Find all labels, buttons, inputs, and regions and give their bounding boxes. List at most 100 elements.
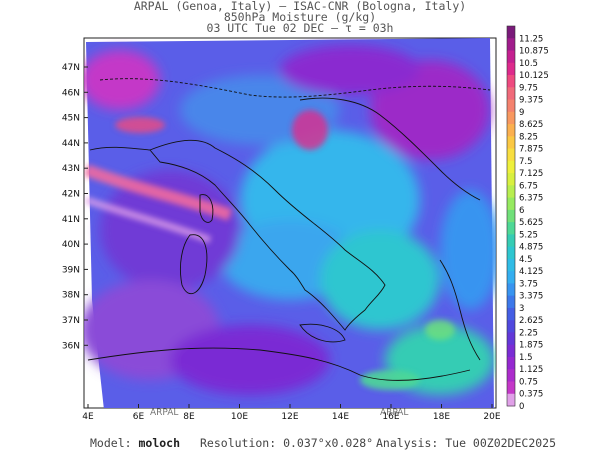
colorbar-label: 4.5 (519, 255, 533, 265)
lon-label: 6E (133, 412, 145, 422)
colorbar-swatch (507, 344, 515, 358)
colorbar-swatch (507, 124, 515, 137)
moisture-field (84, 38, 496, 408)
lon-label: 4E (82, 412, 94, 422)
colorbar-swatch (507, 197, 515, 211)
colorbar-label: 2.25 (519, 328, 538, 338)
colorbar-swatch (507, 222, 515, 235)
lon-label: 12E (281, 412, 298, 422)
lon-label: 10E (231, 412, 248, 422)
colorbar-label: 0.75 (519, 377, 538, 387)
colorbar-label: 3.75 (519, 279, 538, 289)
colorbar-label: 7.5 (519, 157, 533, 167)
lat-label: 39N (62, 265, 80, 275)
footer-analysis: Analysis: Tue 00Z02DEC2025 (376, 436, 557, 450)
colorbar-label: 1.5 (519, 353, 533, 363)
header-source: ARPAL (Genoa, Italy) – ISAC-CNR (Bologna… (133, 0, 467, 13)
colorbar-label: 7.125 (519, 169, 543, 179)
colorbar-label: 3 (519, 304, 524, 314)
colorbar-border (506, 25, 516, 407)
colorbar-swatch (507, 246, 515, 260)
lat-label: 36N (62, 341, 80, 351)
colorbar-label: 8.25 (519, 132, 538, 142)
colorbar: 11.25 10.875 10.5 10.125 9.75 9.375 9 8.625 8.25… (506, 25, 549, 412)
colorbar-swatch (507, 295, 515, 309)
colorbar-label: 6 (519, 206, 524, 216)
colorbar-label: 9 (519, 108, 524, 118)
colorbar-swatch (507, 160, 515, 174)
colorbar-swatch (507, 258, 515, 272)
colorbar-label: 2.625 (519, 316, 543, 326)
colorbar-swatch (507, 148, 515, 162)
latitude-labels: 47N 46N 45N 44N 43N 42N 41N 40N 39N 38N 37N 36N (62, 63, 88, 351)
colorbar-label: 0.375 (519, 390, 543, 400)
footer-model-value: moloch (138, 436, 181, 450)
colorbar-swatch (507, 209, 515, 223)
colorbar-label: 7.875 (519, 145, 543, 155)
colorbar-swatch (507, 369, 515, 382)
watermark: ARPAL (150, 408, 178, 418)
footer-model-label: Model: (90, 436, 132, 450)
watermark: ARPAL (380, 408, 408, 418)
colorbar-label: 11.25 (519, 34, 543, 44)
colorbar-swatch (507, 38, 515, 52)
colorbar-swatch (507, 75, 515, 88)
header-validity-time: 03 UTC Tue 02 DEC – τ = 03h (206, 21, 394, 35)
lon-label: 18E (433, 412, 450, 422)
colorbar-label: 4.875 (519, 243, 543, 253)
colorbar-label: 9.375 (519, 96, 543, 106)
lat-label: 37N (62, 316, 80, 326)
colorbar-swatch (507, 356, 515, 370)
header-field-title: 850hPa Moisture (g/kg) (223, 10, 377, 24)
colorbar-label: 1.125 (519, 365, 543, 375)
lat-label: 47N (62, 63, 80, 73)
lon-label: 16E (382, 412, 399, 422)
lat-label: 46N (62, 88, 80, 98)
colorbar-label: 1.875 (519, 341, 543, 351)
colorbar-label: 10.875 (519, 47, 549, 57)
colorbar-label: 9.75 (519, 83, 538, 93)
colorbar-swatch (507, 173, 515, 186)
lat-label: 45N (62, 114, 80, 124)
colorbar-swatch (507, 111, 515, 125)
footer-resolution: Resolution: 0.037°x0.028° (200, 436, 374, 450)
colorbar-swatch (507, 26, 515, 39)
lat-label: 41N (62, 215, 80, 225)
colorbar-label: 4.125 (519, 267, 543, 277)
longitude-labels: 4E 6E 8E 10E 12E 14E 16E 18E 20E (82, 404, 501, 422)
colorbar-swatch (507, 185, 515, 199)
colorbar-swatch (507, 87, 515, 101)
lat-label: 42N (62, 190, 80, 200)
lon-label: 14E (332, 412, 349, 422)
colorbar-label: 6.75 (519, 181, 538, 191)
colorbar-swatch (507, 62, 515, 76)
colorbar-swatch (507, 271, 515, 284)
colorbar-swatch (507, 320, 515, 333)
lat-label: 40N (62, 240, 80, 250)
lat-label: 44N (62, 139, 80, 149)
colorbar-label: 10.125 (519, 71, 549, 81)
lat-label: 43N (62, 164, 80, 174)
lon-label: 8E (183, 412, 195, 422)
colorbar-swatch (507, 307, 515, 321)
colorbar-swatch (507, 136, 515, 150)
colorbar-label: 5.25 (519, 230, 538, 240)
colorbar-swatch (507, 393, 515, 407)
colorbar-label: 0 (519, 402, 524, 412)
colorbar-swatch (507, 50, 515, 64)
colorbar-label: 6.375 (519, 194, 543, 204)
colorbar-swatch (507, 99, 515, 113)
colorbar-swatch (507, 381, 515, 395)
colorbar-label: 10.5 (519, 59, 538, 69)
colorbar-label: 5.625 (519, 218, 543, 228)
lat-label: 38N (62, 291, 80, 301)
lon-label: 20E (483, 412, 500, 422)
footer-model: Model: moloch (90, 436, 180, 450)
coastlines (87, 78, 491, 381)
colorbar-swatch (507, 234, 515, 248)
colorbar-label: 3.375 (519, 292, 543, 302)
colorbar-label: 8.625 (519, 120, 543, 130)
colorbar-swatch (507, 283, 515, 297)
colorbar-swatch (507, 332, 515, 346)
